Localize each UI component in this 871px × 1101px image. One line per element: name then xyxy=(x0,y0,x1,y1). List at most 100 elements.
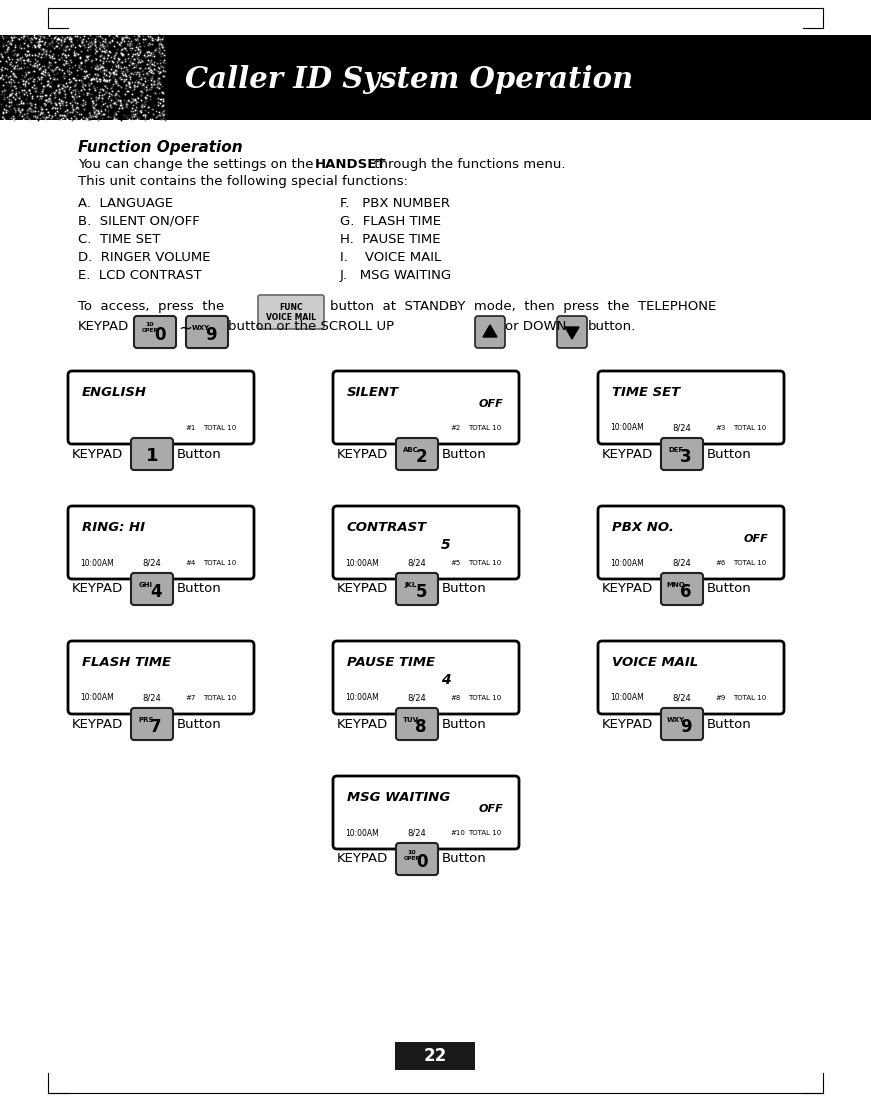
Text: MSG WAITING: MSG WAITING xyxy=(347,791,450,804)
Text: OPER: OPER xyxy=(142,328,159,334)
Text: WXY: WXY xyxy=(192,325,210,331)
FancyBboxPatch shape xyxy=(396,573,438,606)
Text: KEYPAD: KEYPAD xyxy=(337,852,388,865)
Text: KEYPAD: KEYPAD xyxy=(337,447,388,460)
Text: 10: 10 xyxy=(408,850,416,854)
Text: ABC: ABC xyxy=(403,447,419,453)
Text: TOTAL 10: TOTAL 10 xyxy=(733,695,766,701)
Text: #7: #7 xyxy=(185,695,195,701)
Text: TOTAL 10: TOTAL 10 xyxy=(468,560,501,566)
Text: F.   PBX NUMBER: F. PBX NUMBER xyxy=(340,197,450,210)
Text: OFF: OFF xyxy=(743,534,768,544)
Text: Button: Button xyxy=(442,447,487,460)
FancyBboxPatch shape xyxy=(131,573,173,606)
Text: Button: Button xyxy=(442,718,487,730)
Text: 0: 0 xyxy=(416,853,428,871)
Text: KEYPAD: KEYPAD xyxy=(72,582,124,596)
Text: OPER: OPER xyxy=(403,855,421,861)
Text: #2: #2 xyxy=(450,425,460,430)
FancyBboxPatch shape xyxy=(395,1042,475,1070)
Text: GHI: GHI xyxy=(139,582,153,588)
Text: J.   MSG WAITING: J. MSG WAITING xyxy=(340,269,452,282)
FancyBboxPatch shape xyxy=(333,506,519,579)
Text: 4: 4 xyxy=(442,673,451,687)
FancyBboxPatch shape xyxy=(396,708,438,740)
Text: TOTAL 10: TOTAL 10 xyxy=(203,695,236,701)
Text: 8/24: 8/24 xyxy=(672,424,691,433)
Text: HANDSET: HANDSET xyxy=(315,159,387,171)
Text: PRS: PRS xyxy=(138,717,154,723)
Text: #4: #4 xyxy=(185,560,195,566)
FancyBboxPatch shape xyxy=(598,506,784,579)
Text: DEF: DEF xyxy=(668,447,684,453)
Text: VOICE MAIL: VOICE MAIL xyxy=(266,314,316,323)
Text: KEYPAD: KEYPAD xyxy=(78,320,129,333)
FancyBboxPatch shape xyxy=(333,371,519,444)
Text: button  at  STANDBY  mode,  then  press  the  TELEPHONE: button at STANDBY mode, then press the T… xyxy=(330,299,716,313)
Text: E.  LCD CONTRAST: E. LCD CONTRAST xyxy=(78,269,201,282)
Text: button.: button. xyxy=(588,320,636,333)
Text: Button: Button xyxy=(707,718,752,730)
Text: 1: 1 xyxy=(145,447,159,465)
Text: 10:00AM: 10:00AM xyxy=(345,828,379,838)
FancyBboxPatch shape xyxy=(0,35,871,120)
Text: KEYPAD: KEYPAD xyxy=(602,447,653,460)
FancyBboxPatch shape xyxy=(134,316,176,348)
Text: G.  FLASH TIME: G. FLASH TIME xyxy=(340,215,441,228)
Text: 22: 22 xyxy=(423,1047,447,1065)
Text: PBX NO.: PBX NO. xyxy=(612,521,674,534)
FancyBboxPatch shape xyxy=(258,295,324,329)
Text: 3: 3 xyxy=(680,448,692,466)
FancyBboxPatch shape xyxy=(598,641,784,715)
FancyBboxPatch shape xyxy=(557,316,587,348)
Polygon shape xyxy=(565,327,579,339)
FancyBboxPatch shape xyxy=(333,776,519,849)
Text: B.  SILENT ON/OFF: B. SILENT ON/OFF xyxy=(78,215,199,228)
Text: Function Operation: Function Operation xyxy=(78,140,243,155)
Text: RING: HI: RING: HI xyxy=(82,521,145,534)
Text: 8/24: 8/24 xyxy=(407,694,426,702)
Text: 8/24: 8/24 xyxy=(407,828,426,838)
Text: 10:00AM: 10:00AM xyxy=(345,694,379,702)
Text: Button: Button xyxy=(177,582,222,596)
Text: ENGLISH: ENGLISH xyxy=(82,386,147,399)
Text: 2: 2 xyxy=(415,448,427,466)
Text: KEYPAD: KEYPAD xyxy=(72,718,124,730)
Text: TIME SET: TIME SET xyxy=(612,386,680,399)
Text: 10:00AM: 10:00AM xyxy=(80,558,114,567)
Text: 9: 9 xyxy=(680,718,692,735)
Text: 8/24: 8/24 xyxy=(142,694,161,702)
Text: 10:00AM: 10:00AM xyxy=(610,558,644,567)
Text: 8/24: 8/24 xyxy=(407,558,426,567)
Text: KEYPAD: KEYPAD xyxy=(337,582,388,596)
Text: 9: 9 xyxy=(206,326,217,344)
Text: through the functions menu.: through the functions menu. xyxy=(370,159,565,171)
FancyBboxPatch shape xyxy=(396,438,438,470)
Text: I.    VOICE MAIL: I. VOICE MAIL xyxy=(340,251,442,264)
FancyBboxPatch shape xyxy=(131,438,173,470)
Text: #10: #10 xyxy=(450,830,465,836)
Text: FLASH TIME: FLASH TIME xyxy=(82,656,171,669)
Text: D.  RINGER VOLUME: D. RINGER VOLUME xyxy=(78,251,211,264)
Text: 4: 4 xyxy=(150,584,162,601)
Text: 10:00AM: 10:00AM xyxy=(610,694,644,702)
Text: To  access,  press  the: To access, press the xyxy=(78,299,224,313)
Text: Button: Button xyxy=(442,852,487,865)
Text: 10:00AM: 10:00AM xyxy=(610,424,644,433)
Text: ~: ~ xyxy=(178,320,192,338)
Text: CONTRAST: CONTRAST xyxy=(347,521,427,534)
Text: TOTAL 10: TOTAL 10 xyxy=(733,425,766,430)
Text: 0: 0 xyxy=(154,326,165,344)
FancyBboxPatch shape xyxy=(661,438,703,470)
Text: C.  TIME SET: C. TIME SET xyxy=(78,233,160,246)
Text: WXY: WXY xyxy=(667,717,685,723)
Text: 10:00AM: 10:00AM xyxy=(80,694,114,702)
Text: #9: #9 xyxy=(715,695,726,701)
Text: TOTAL 10: TOTAL 10 xyxy=(468,830,501,836)
Text: OFF: OFF xyxy=(478,804,503,814)
Text: #3: #3 xyxy=(715,425,726,430)
Text: 6: 6 xyxy=(680,584,692,601)
Text: #5: #5 xyxy=(450,560,460,566)
Text: PAUSE TIME: PAUSE TIME xyxy=(347,656,435,669)
Text: Button: Button xyxy=(177,718,222,730)
